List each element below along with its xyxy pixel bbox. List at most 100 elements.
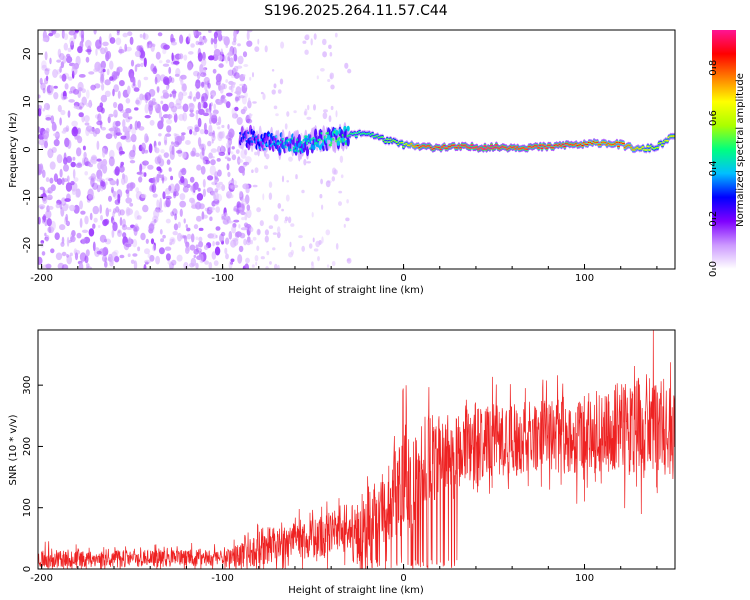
noise-blob <box>238 207 243 210</box>
noise-blob <box>122 32 128 38</box>
noise-blob <box>307 104 310 111</box>
noise-blob <box>171 52 174 62</box>
noise-blob <box>129 72 134 83</box>
noise-blob <box>204 260 210 265</box>
noise-blob <box>167 114 173 119</box>
noise-blob <box>125 108 132 114</box>
noise-blob <box>163 135 168 144</box>
noise-blob <box>139 49 146 59</box>
noise-blob <box>216 101 223 105</box>
noise-blob <box>79 218 83 228</box>
noise-blob <box>119 209 125 216</box>
noise-blob <box>63 42 68 51</box>
noise-blob <box>66 254 69 258</box>
noise-blob <box>203 122 207 132</box>
noise-blob <box>160 238 165 243</box>
noise-blob <box>156 173 160 183</box>
spectrogram-ridge <box>239 122 675 162</box>
noise-blob <box>81 229 89 233</box>
noise-blob <box>125 136 132 143</box>
noise-blob <box>124 43 128 52</box>
spectrogram-noise-blobs <box>38 30 352 269</box>
noise-blob <box>221 240 224 245</box>
y-tick-label: 0 <box>22 146 33 152</box>
noise-blob <box>242 161 248 168</box>
noise-blob <box>228 57 234 68</box>
noise-blob <box>101 126 106 131</box>
noise-blob <box>246 30 253 33</box>
noise-blob <box>38 108 42 117</box>
noise-blob <box>42 214 46 223</box>
noise-blob <box>244 263 249 269</box>
noise-blob <box>182 91 188 97</box>
noise-blob <box>164 246 172 251</box>
noise-blob <box>241 198 246 203</box>
noise-blob <box>88 163 93 168</box>
noise-blob <box>211 114 218 124</box>
noise-blob <box>155 51 161 60</box>
noise-blob <box>197 31 202 36</box>
noise-blob <box>213 103 216 110</box>
noise-blob <box>185 241 190 248</box>
noise-blob <box>208 124 213 135</box>
noise-blob <box>147 253 151 258</box>
noise-blob <box>305 34 310 39</box>
noise-blob <box>159 197 162 207</box>
noise-blob <box>235 96 239 102</box>
noise-blob <box>157 120 164 130</box>
noise-blob <box>70 180 75 186</box>
noise-blob <box>54 32 61 39</box>
noise-blob <box>73 105 79 109</box>
noise-blob <box>50 184 56 192</box>
noise-blob <box>281 175 285 183</box>
noise-blob <box>100 47 106 55</box>
noise-blob <box>240 211 246 216</box>
noise-blob <box>72 156 76 161</box>
noise-blob <box>303 158 307 166</box>
noise-blob <box>227 157 231 162</box>
noise-blob <box>284 216 289 222</box>
noise-blob <box>83 151 87 159</box>
noise-blob <box>274 263 278 269</box>
noise-blob <box>79 106 83 110</box>
noise-blob <box>113 249 119 255</box>
noise-blob <box>266 250 270 256</box>
noise-blob <box>344 62 349 69</box>
noise-blob <box>322 51 327 58</box>
colorbar: 0.0 0.2 0.4 0.6 0.8 Normalized spectral ampl… <box>708 30 746 277</box>
noise-blob <box>201 147 205 156</box>
noise-blob <box>61 177 65 186</box>
noise-blob <box>94 127 101 135</box>
noise-blob <box>96 105 104 113</box>
noise-blob <box>317 256 320 262</box>
noise-blob <box>189 244 196 251</box>
noise-blob <box>144 248 150 255</box>
noise-blob <box>43 140 49 149</box>
noise-blob <box>56 59 62 63</box>
noise-blob <box>221 94 226 99</box>
noise-blob <box>64 137 70 148</box>
noise-blob <box>75 191 79 198</box>
noise-blob <box>264 45 268 53</box>
noise-blob <box>92 223 96 229</box>
noise-blob <box>289 241 292 248</box>
noise-blob <box>308 243 313 249</box>
noise-blob <box>218 151 226 156</box>
noise-blob <box>207 140 212 147</box>
noise-blob <box>122 126 128 133</box>
noise-blob <box>45 117 52 121</box>
noise-blob <box>93 30 97 35</box>
noise-blob <box>331 72 334 79</box>
noise-blob <box>116 178 119 186</box>
noise-blob <box>144 133 149 144</box>
noise-blob <box>233 238 239 246</box>
noise-blob <box>50 248 55 254</box>
noise-blob <box>179 200 187 208</box>
noise-blob <box>254 255 259 262</box>
noise-blob <box>217 54 223 62</box>
noise-blob <box>210 148 218 153</box>
noise-blob <box>210 159 216 166</box>
noise-blob <box>245 156 252 164</box>
noise-blob <box>79 200 83 210</box>
noise-blob <box>208 261 213 269</box>
